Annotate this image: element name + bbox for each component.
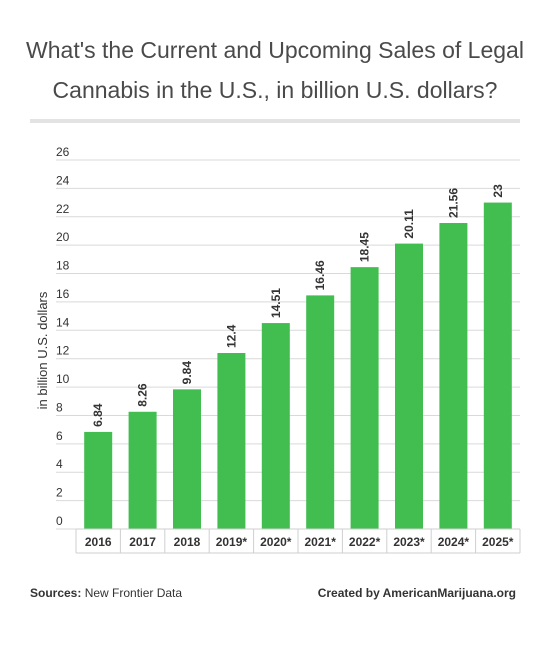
title-divider bbox=[30, 119, 520, 123]
y-tick-label: 6 bbox=[56, 429, 63, 443]
credit-note: Created by AmericanMarijuana.org bbox=[317, 586, 516, 600]
bar bbox=[306, 295, 335, 529]
bar bbox=[350, 267, 379, 529]
bar bbox=[483, 202, 512, 530]
y-tick-label: 20 bbox=[56, 230, 70, 244]
x-tick-label: 2019* bbox=[216, 535, 248, 549]
chart-title: What's the Current and Upcoming Sales of… bbox=[26, 37, 524, 103]
y-axis-label: in billion U.S. dollars bbox=[35, 291, 50, 409]
data-label: 21.56 bbox=[446, 188, 460, 218]
bar bbox=[217, 353, 246, 529]
bar bbox=[128, 411, 157, 529]
y-tick-label: 24 bbox=[56, 173, 70, 187]
x-tick-label: 2022* bbox=[349, 535, 381, 549]
sources-label: Sources: bbox=[30, 586, 82, 600]
x-tick-label: 2025* bbox=[482, 535, 514, 549]
x-axis-ticks: 2016 2017 2018 2019* 2020* 2021* 2022* 2023* 202… bbox=[75, 528, 521, 554]
y-tick-label: 16 bbox=[56, 287, 70, 301]
sources-note: Sources: New Frontier Data bbox=[30, 586, 182, 600]
x-tick-label: 2018 bbox=[174, 535, 201, 549]
data-label: 8.26 bbox=[136, 383, 150, 407]
x-tick-label: 2024* bbox=[438, 535, 470, 549]
bars bbox=[84, 202, 512, 530]
y-tick-label: 22 bbox=[56, 202, 70, 216]
x-tick-label: 2021* bbox=[305, 535, 337, 549]
data-label: 12.4 bbox=[224, 324, 238, 348]
y-tick-label: 2 bbox=[56, 486, 63, 500]
bar bbox=[173, 389, 201, 529]
y-tick-label: 4 bbox=[56, 457, 63, 471]
y-tick-label: 26 bbox=[56, 145, 70, 159]
y-tick-label: 0 bbox=[56, 514, 63, 528]
data-label: 23 bbox=[491, 184, 505, 198]
bar bbox=[84, 431, 113, 529]
data-label: 16.46 bbox=[313, 260, 327, 290]
data-label: 14.51 bbox=[269, 288, 283, 318]
x-tick-label: 2017 bbox=[129, 535, 156, 549]
sources-value: New Frontier Data bbox=[81, 586, 183, 600]
bar bbox=[261, 323, 290, 529]
y-tick-label: 8 bbox=[56, 400, 63, 414]
bar bbox=[395, 243, 423, 529]
x-tick-label: 2020* bbox=[260, 535, 292, 549]
bar bbox=[439, 223, 468, 529]
x-tick-label: 2016 bbox=[85, 535, 112, 549]
y-tick-label: 10 bbox=[56, 372, 70, 386]
data-labels: 6.84 8.26 9.84 12.4 14.51 16.46 18.45 20.11 21.5… bbox=[91, 184, 505, 427]
data-label: 18.45 bbox=[358, 232, 372, 262]
x-tick-label: 2023* bbox=[393, 535, 425, 549]
data-label: 20.11 bbox=[402, 209, 416, 239]
data-label: 6.84 bbox=[91, 403, 105, 427]
y-tick-label: 14 bbox=[56, 315, 70, 329]
data-label: 9.84 bbox=[180, 361, 194, 385]
y-tick-label: 18 bbox=[56, 259, 70, 273]
y-tick-label: 12 bbox=[56, 344, 70, 358]
